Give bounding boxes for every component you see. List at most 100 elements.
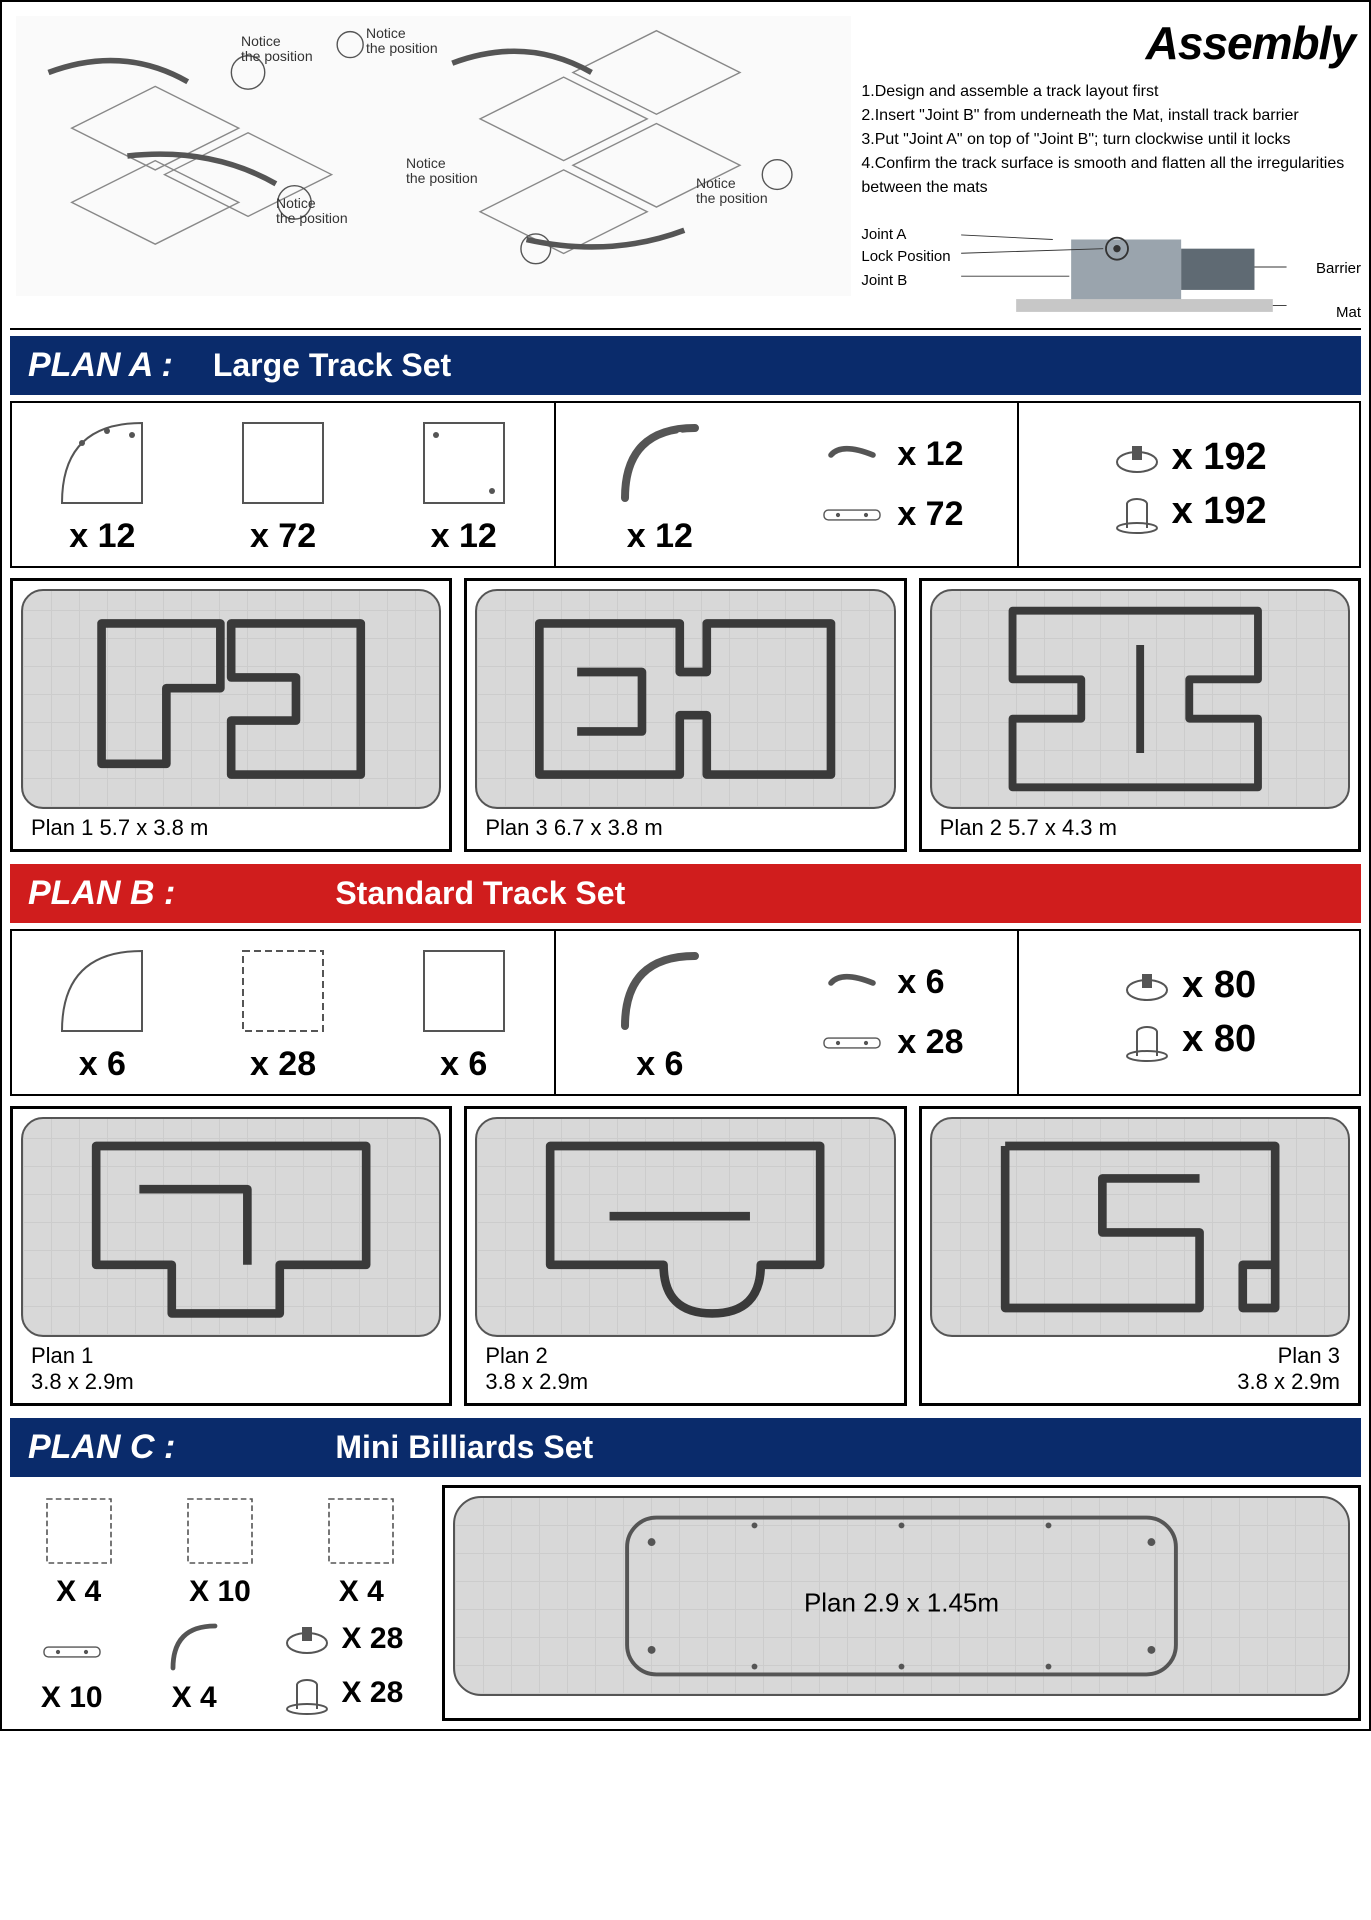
corner-mat-qty: x 6 — [79, 1045, 126, 1084]
barrier-label: Barrier — [1316, 260, 1361, 277]
layout-dim: 3.8 x 2.9m — [31, 1369, 134, 1394]
plan-c-mats-line: X 4 X 10 X 4 — [16, 1491, 424, 1609]
assembly-step: 1.Design and assemble a track layout fir… — [861, 80, 1355, 104]
edge-mat-qty: x 12 — [431, 517, 497, 556]
joint-b-qty: X 28 — [342, 1676, 404, 1710]
layout-caption: Plan 3 6.7 x 3.8 m — [475, 815, 895, 841]
curve-barrier-part: x 12 — [610, 413, 710, 556]
plan-a-layout-3: Plan 2 5.7 x 4.3 m — [919, 578, 1361, 852]
plan-b-mats-group: x 6 x 28 x 6 — [12, 931, 556, 1094]
joint-b-icon — [1122, 1018, 1172, 1062]
joint-a-part: x 80 — [1122, 964, 1256, 1008]
plan-b-subtitle: Standard Track Set — [335, 875, 625, 912]
joint-a-icon — [1112, 436, 1162, 480]
plan-b-joints-group: x 80 x 80 — [1019, 931, 1359, 1094]
plan-b-layout-2: Plan 2 3.8 x 2.9m — [464, 1106, 906, 1406]
curve-barrier-part: x 6 — [610, 941, 710, 1084]
plan-a-name: PLAN A : — [28, 346, 173, 385]
plan-b-name: PLAN B : — [28, 874, 175, 913]
notice-label: Noticethe position — [406, 156, 478, 187]
corner-mat-icon — [52, 941, 152, 1041]
corner-mat-part: x 6 — [52, 941, 152, 1084]
plan-a-joints-group: x 192 x 192 — [1019, 403, 1359, 566]
long-barrier-qty: x 28 — [897, 1023, 963, 1062]
long-barrier-part: x 72 — [817, 490, 963, 540]
lock-position-label: Lock Position — [861, 248, 950, 265]
curve-barrier-qty: X 4 — [172, 1681, 217, 1715]
corner-mat-r-part: X 4 — [321, 1491, 401, 1609]
short-barrier-icon — [817, 958, 887, 1008]
long-barrier-qty: X 10 — [41, 1681, 103, 1715]
plan-c-layout-caption: Plan 2.9 x 1.45m — [804, 1588, 999, 1619]
plan-c-subtitle: Mini Billiards Set — [335, 1429, 593, 1466]
plan-c-name: PLAN C : — [28, 1428, 175, 1467]
curve-barrier-part: X 4 — [164, 1617, 224, 1715]
corner-mat-r-qty: X 4 — [339, 1575, 384, 1609]
layout-caption: Plan 1 5.7 x 3.8 m — [21, 815, 441, 841]
track-layout-shape — [21, 589, 441, 809]
joint-b-part: x 192 — [1112, 490, 1267, 534]
short-barrier-qty: x 12 — [897, 435, 963, 474]
joint-a-icon — [1122, 964, 1172, 1008]
plan-a-layout-2: Plan 3 6.7 x 3.8 m — [464, 578, 906, 852]
straight-barriers-stack: x 6 x 28 — [817, 958, 963, 1068]
layout-label: Plan 2 — [485, 1343, 547, 1368]
joint-cross-section-diagram: Joint A Lock Position Joint B Barrier Ma… — [861, 212, 1355, 322]
curve-barrier-qty: x 6 — [636, 1045, 683, 1084]
plan-b-parts-row: x 6 x 28 x 6 x 6 x 6 — [10, 929, 1361, 1096]
layout-caption: Plan 3 3.8 x 2.9m — [930, 1343, 1350, 1395]
assembly-instructions-page: Noticethe position Noticethe position No… — [0, 0, 1371, 1731]
long-barrier-part: X 10 — [37, 1627, 107, 1715]
joint-a-qty: X 28 — [342, 1622, 404, 1656]
track-layout-shape — [930, 589, 1350, 809]
long-barrier-qty: x 72 — [897, 495, 963, 534]
layout-label: Plan 3 — [1278, 1343, 1340, 1368]
square-mat-icon — [233, 413, 333, 513]
plan-a-layout-1: Plan 1 5.7 x 3.8 m — [10, 578, 452, 852]
long-barrier-icon — [817, 490, 887, 540]
track-layout-shape — [21, 1117, 441, 1337]
plan-c-header: PLAN C : Mini Billiards Set — [10, 1418, 1361, 1477]
assembly-text-block: Assembly 1.Design and assemble a track l… — [861, 16, 1355, 322]
joint-b-qty: x 192 — [1172, 490, 1267, 533]
plan-b-barriers-group: x 6 x 6 x 28 — [556, 931, 1019, 1094]
curve-barrier-icon — [164, 1617, 224, 1677]
plan-a-layouts: Plan 1 5.7 x 3.8 m Plan 3 6.7 x 3.8 m Pl… — [10, 578, 1361, 852]
layout-caption: Plan 1 3.8 x 2.9m — [21, 1343, 441, 1395]
corner-mat-l-part: X 4 — [39, 1491, 119, 1609]
plan-c-content: X 4 X 10 X 4 X 10 X 4 — [10, 1485, 1361, 1721]
joint-b-label: Joint B — [861, 272, 907, 289]
mat-label: Mat — [1336, 304, 1361, 321]
square-mat-part: X 10 — [180, 1491, 260, 1609]
square-mat-qty: x 72 — [250, 517, 316, 556]
plan-b-header: PLAN B : Standard Track Set — [10, 864, 1361, 923]
plan-c-barriers-line: X 10 X 4 X 28 X 28 — [16, 1617, 424, 1715]
edge-mat-qty: x 6 — [440, 1045, 487, 1084]
assembly-steps: 1.Design and assemble a track layout fir… — [861, 80, 1355, 200]
joint-a-qty: x 192 — [1172, 436, 1267, 479]
joint-a-part: X 28 — [282, 1617, 404, 1661]
notice-label: Noticethe position — [276, 196, 348, 227]
corner-mat-icon — [52, 413, 152, 513]
joint-a-part: x 192 — [1112, 436, 1267, 480]
square-mat-qty: X 10 — [189, 1575, 251, 1609]
layout-dim: 3.8 x 2.9m — [485, 1369, 588, 1394]
plan-c-layout: Plan 2.9 x 1.45m — [442, 1485, 1361, 1721]
square-mat-part: x 72 — [233, 413, 333, 556]
curve-barrier-icon — [610, 941, 710, 1041]
square-mat-icon — [180, 1491, 260, 1571]
corner-mat-qty: x 12 — [69, 517, 135, 556]
notice-label: Noticethe position — [366, 26, 438, 57]
short-barrier-part: x 12 — [817, 430, 963, 480]
short-barrier-icon — [817, 430, 887, 480]
track-layout-shape — [475, 1117, 895, 1337]
curve-barrier-qty: x 12 — [627, 517, 693, 556]
square-mat-qty: x 28 — [250, 1045, 316, 1084]
corner-mat-icon — [321, 1491, 401, 1571]
plan-b-layout-3: Plan 3 3.8 x 2.9m — [919, 1106, 1361, 1406]
track-layout-shape — [475, 589, 895, 809]
edge-mat-part: x 12 — [414, 413, 514, 556]
joint-a-label: Joint A — [861, 226, 906, 243]
layout-dim: 3.8 x 2.9m — [1237, 1369, 1340, 1394]
assembly-exploded-diagram: Noticethe position Noticethe position No… — [16, 16, 851, 296]
